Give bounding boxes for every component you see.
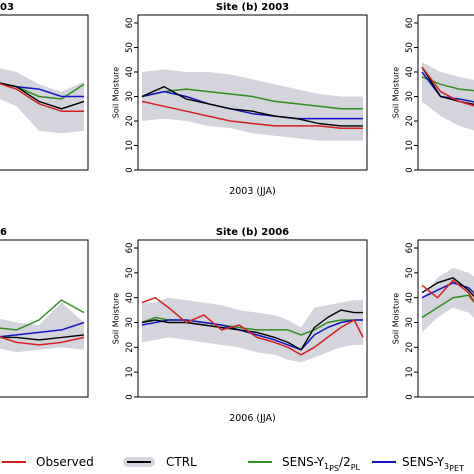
series-line-observed bbox=[421, 66, 474, 107]
plot-frame bbox=[137, 239, 368, 398]
series-line-observed bbox=[141, 296, 364, 356]
panel-title: 03 bbox=[0, 2, 14, 13]
x-axis-label: 2006 (JJA) bbox=[229, 413, 276, 424]
series-line-sens_y3 bbox=[141, 319, 363, 351]
plot-frame bbox=[0, 239, 89, 398]
ensemble-band bbox=[142, 69, 363, 141]
y-tick-label: 20 bbox=[405, 116, 415, 127]
panel-top-right: 0 10 20 30 40 50 60 Soil Moisture bbox=[392, 14, 474, 173]
legend-label-ctrl: CTRL bbox=[166, 455, 197, 469]
panel-title: Site (b) 2003 bbox=[216, 2, 289, 13]
y-axis-label: Soil Moisture bbox=[112, 293, 121, 344]
panel-title: 6 bbox=[0, 227, 7, 238]
y-axis-label: Soil Moisture bbox=[392, 67, 401, 118]
y-tick-label: 60 bbox=[405, 243, 415, 254]
ensemble-band bbox=[0, 68, 84, 134]
y-tick-label: 20 bbox=[125, 342, 135, 353]
y-tick-label: 20 bbox=[405, 342, 415, 353]
y-tick-label: 30 bbox=[125, 91, 135, 102]
y-tick-label: 0 bbox=[125, 167, 135, 172]
legend: Observed CTRL SENS-Y1PS/2PL SENS-Y3PET bbox=[2, 455, 464, 473]
series-line-ctrl bbox=[421, 66, 474, 106]
y-tick-label: 30 bbox=[405, 91, 415, 102]
y-tick-label: 40 bbox=[125, 67, 135, 78]
y-tick-label: 10 bbox=[125, 140, 135, 151]
y-tick-label: 50 bbox=[125, 42, 135, 53]
y-tick-label: 50 bbox=[125, 267, 135, 278]
y-tick-label: 10 bbox=[125, 367, 135, 378]
y-tick-label: 10 bbox=[405, 367, 415, 378]
plot-frame bbox=[417, 239, 474, 398]
y-tick-label: 60 bbox=[125, 18, 135, 29]
y-tick-label: 40 bbox=[405, 292, 415, 303]
panel-bottom-left: 6 bbox=[0, 227, 89, 398]
y-axis-label: Soil Moisture bbox=[112, 67, 121, 118]
y-tick-label: 60 bbox=[405, 18, 415, 29]
plot-frame bbox=[0, 14, 89, 171]
y-tick-label: 10 bbox=[405, 140, 415, 151]
y-tick-label: 40 bbox=[125, 292, 135, 303]
y-tick-label: 40 bbox=[405, 67, 415, 78]
y-tick-label: 30 bbox=[405, 317, 415, 328]
y-tick-label: 0 bbox=[405, 394, 415, 399]
legend-label-sens-y1: SENS-Y1PS/2PL bbox=[282, 455, 361, 473]
y-tick-label: 60 bbox=[125, 243, 135, 254]
y-tick-label: 50 bbox=[405, 42, 415, 53]
series-line-sens_y3 bbox=[421, 71, 474, 103]
y-tick-label: 20 bbox=[125, 116, 135, 127]
plot-frame bbox=[137, 14, 368, 171]
y-tick-label: 0 bbox=[125, 394, 135, 399]
y-axis-label: Soil Moisture bbox=[392, 293, 401, 344]
y-tick-label: 0 bbox=[405, 167, 415, 172]
y-tick-label: 30 bbox=[125, 317, 135, 328]
ensemble-band bbox=[0, 302, 84, 353]
plot-frame bbox=[417, 14, 474, 171]
series-line-ctrl bbox=[141, 309, 363, 351]
x-axis-label: 2003 (JJA) bbox=[229, 186, 276, 197]
legend-label-observed: Observed bbox=[36, 455, 94, 469]
panel-bottom-middle: 0 10 20 30 40 50 60 Soil Moisture Site (b) 2006 2… bbox=[112, 227, 368, 424]
legend-label-sens-y3: SENS-Y3PET bbox=[402, 455, 464, 473]
panel-top-left: 03 bbox=[0, 2, 89, 171]
y-tick-label: 50 bbox=[405, 267, 415, 278]
panel-top-middle: 0 10 20 30 40 50 60 Soil Moisture Site (b) 2003 2… bbox=[112, 2, 368, 197]
panel-title: Site (b) 2006 bbox=[216, 227, 289, 238]
panel-bottom-right: 0 10 20 30 40 50 60 Soil Moisture bbox=[392, 239, 474, 400]
